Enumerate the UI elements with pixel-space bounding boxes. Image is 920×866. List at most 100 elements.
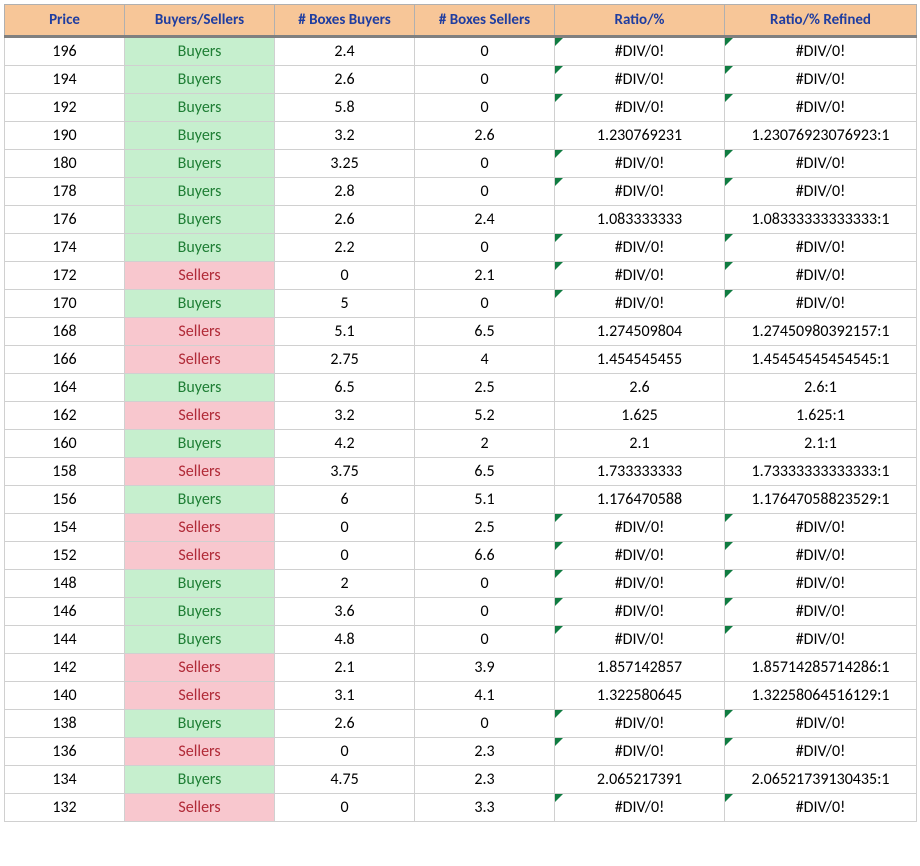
cell-buyers-sellers[interactable]: Sellers — [125, 542, 275, 570]
cell-boxes-buyers[interactable]: 2.6 — [275, 206, 415, 234]
cell-boxes-buyers[interactable]: 2.1 — [275, 654, 415, 682]
table-row[interactable]: 164Buyers6.52.52.62.6:1 — [5, 374, 917, 402]
cell-price[interactable]: 144 — [5, 626, 125, 654]
cell-ratio[interactable]: #DIV/0! — [555, 710, 725, 738]
cell-ratio[interactable]: #DIV/0! — [555, 290, 725, 318]
cell-buyers-sellers[interactable]: Buyers — [125, 570, 275, 598]
cell-price[interactable]: 162 — [5, 402, 125, 430]
table-row[interactable]: 194Buyers2.60#DIV/0!#DIV/0! — [5, 66, 917, 94]
cell-buyers-sellers[interactable]: Buyers — [125, 766, 275, 794]
cell-ratio-refined[interactable]: 2.6:1 — [725, 374, 917, 402]
cell-ratio[interactable]: #DIV/0! — [555, 234, 725, 262]
table-row[interactable]: 152Sellers06.6#DIV/0!#DIV/0! — [5, 542, 917, 570]
col-boxes-sellers[interactable]: # Boxes Sellers — [415, 5, 555, 37]
cell-ratio-refined[interactable]: #DIV/0! — [725, 262, 917, 290]
cell-ratio[interactable]: 2.6 — [555, 374, 725, 402]
cell-ratio[interactable]: 1.322580645 — [555, 682, 725, 710]
cell-ratio-refined[interactable]: #DIV/0! — [725, 178, 917, 206]
cell-price[interactable]: 160 — [5, 430, 125, 458]
table-row[interactable]: 190Buyers3.22.61.2307692311.230769230769… — [5, 122, 917, 150]
table-row[interactable]: 178Buyers2.80#DIV/0!#DIV/0! — [5, 178, 917, 206]
cell-price[interactable]: 170 — [5, 290, 125, 318]
table-row[interactable]: 146Buyers3.60#DIV/0!#DIV/0! — [5, 598, 917, 626]
cell-buyers-sellers[interactable]: Sellers — [125, 458, 275, 486]
cell-ratio[interactable]: #DIV/0! — [555, 738, 725, 766]
cell-boxes-sellers[interactable]: 2.5 — [415, 514, 555, 542]
cell-price[interactable]: 152 — [5, 542, 125, 570]
cell-price[interactable]: 164 — [5, 374, 125, 402]
cell-boxes-buyers[interactable]: 4.75 — [275, 766, 415, 794]
cell-buyers-sellers[interactable]: Buyers — [125, 37, 275, 66]
cell-price[interactable]: 190 — [5, 122, 125, 150]
cell-boxes-sellers[interactable]: 0 — [415, 570, 555, 598]
cell-ratio[interactable]: #DIV/0! — [555, 94, 725, 122]
cell-ratio[interactable]: 1.176470588 — [555, 486, 725, 514]
cell-ratio-refined[interactable]: 1.32258064516129:1 — [725, 682, 917, 710]
cell-ratio-refined[interactable]: 1.17647058823529:1 — [725, 486, 917, 514]
table-row[interactable]: 156Buyers65.11.1764705881.17647058823529… — [5, 486, 917, 514]
table-row[interactable]: 168Sellers5.16.51.2745098041.27450980392… — [5, 318, 917, 346]
cell-boxes-sellers[interactable]: 6.5 — [415, 318, 555, 346]
cell-boxes-buyers[interactable]: 3.2 — [275, 122, 415, 150]
cell-ratio[interactable]: #DIV/0! — [555, 150, 725, 178]
cell-ratio[interactable]: #DIV/0! — [555, 37, 725, 66]
cell-boxes-sellers[interactable]: 0 — [415, 150, 555, 178]
table-row[interactable]: 138Buyers2.60#DIV/0!#DIV/0! — [5, 710, 917, 738]
cell-price[interactable]: 196 — [5, 37, 125, 66]
table-row[interactable]: 142Sellers2.13.91.8571428571.85714285714… — [5, 654, 917, 682]
cell-boxes-buyers[interactable]: 2 — [275, 570, 415, 598]
cell-ratio-refined[interactable]: #DIV/0! — [725, 794, 917, 822]
cell-ratio[interactable]: #DIV/0! — [555, 626, 725, 654]
cell-boxes-sellers[interactable]: 2 — [415, 430, 555, 458]
cell-ratio-refined[interactable]: #DIV/0! — [725, 514, 917, 542]
cell-ratio[interactable]: 1.274509804 — [555, 318, 725, 346]
cell-price[interactable]: 166 — [5, 346, 125, 374]
table-row[interactable]: 158Sellers3.756.51.7333333331.7333333333… — [5, 458, 917, 486]
cell-buyers-sellers[interactable]: Sellers — [125, 794, 275, 822]
cell-ratio-refined[interactable]: #DIV/0! — [725, 738, 917, 766]
cell-boxes-buyers[interactable]: 0 — [275, 262, 415, 290]
cell-boxes-sellers[interactable]: 0 — [415, 710, 555, 738]
cell-buyers-sellers[interactable]: Buyers — [125, 290, 275, 318]
cell-buyers-sellers[interactable]: Buyers — [125, 66, 275, 94]
cell-ratio[interactable]: 1.083333333 — [555, 206, 725, 234]
col-buyers-sellers[interactable]: Buyers/Sellers — [125, 5, 275, 37]
cell-buyers-sellers[interactable]: Buyers — [125, 94, 275, 122]
table-row[interactable]: 174Buyers2.20#DIV/0!#DIV/0! — [5, 234, 917, 262]
cell-ratio[interactable]: 1.625 — [555, 402, 725, 430]
table-row[interactable]: 154Sellers02.5#DIV/0!#DIV/0! — [5, 514, 917, 542]
cell-boxes-buyers[interactable]: 2.6 — [275, 710, 415, 738]
cell-boxes-sellers[interactable]: 4 — [415, 346, 555, 374]
cell-ratio-refined[interactable]: #DIV/0! — [725, 234, 917, 262]
cell-price[interactable]: 146 — [5, 598, 125, 626]
cell-buyers-sellers[interactable]: Buyers — [125, 122, 275, 150]
cell-ratio[interactable]: 2.065217391 — [555, 766, 725, 794]
cell-price[interactable]: 140 — [5, 682, 125, 710]
cell-ratio-refined[interactable]: 2.1:1 — [725, 430, 917, 458]
cell-price[interactable]: 192 — [5, 94, 125, 122]
cell-boxes-sellers[interactable]: 0 — [415, 598, 555, 626]
cell-ratio[interactable]: #DIV/0! — [555, 66, 725, 94]
cell-price[interactable]: 142 — [5, 654, 125, 682]
col-ratio[interactable]: Ratio/% — [555, 5, 725, 37]
cell-ratio-refined[interactable]: #DIV/0! — [725, 626, 917, 654]
cell-ratio-refined[interactable]: 1.73333333333333:1 — [725, 458, 917, 486]
cell-boxes-buyers[interactable]: 4.8 — [275, 626, 415, 654]
cell-price[interactable]: 178 — [5, 178, 125, 206]
cell-boxes-buyers[interactable]: 2.75 — [275, 346, 415, 374]
cell-boxes-buyers[interactable]: 3.25 — [275, 150, 415, 178]
cell-ratio-refined[interactable]: #DIV/0! — [725, 710, 917, 738]
cell-ratio-refined[interactable]: 1.08333333333333:1 — [725, 206, 917, 234]
cell-ratio-refined[interactable]: 1.85714285714286:1 — [725, 654, 917, 682]
col-ratio-refined[interactable]: Ratio/% Refined — [725, 5, 917, 37]
col-price[interactable]: Price — [5, 5, 125, 37]
cell-boxes-buyers[interactable]: 4.2 — [275, 430, 415, 458]
cell-boxes-sellers[interactable]: 0 — [415, 234, 555, 262]
cell-price[interactable]: 154 — [5, 514, 125, 542]
cell-boxes-sellers[interactable]: 5.2 — [415, 402, 555, 430]
cell-boxes-buyers[interactable]: 6 — [275, 486, 415, 514]
cell-ratio-refined[interactable]: #DIV/0! — [725, 598, 917, 626]
col-boxes-buyers[interactable]: # Boxes Buyers — [275, 5, 415, 37]
cell-boxes-buyers[interactable]: 2.2 — [275, 234, 415, 262]
cell-boxes-buyers[interactable]: 0 — [275, 514, 415, 542]
